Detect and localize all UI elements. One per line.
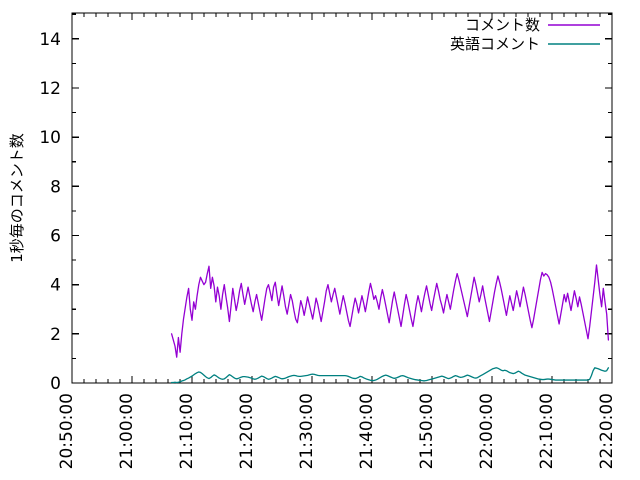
x-tick-label: 20:50:00 xyxy=(57,393,77,469)
y-tick-label: 12 xyxy=(39,79,61,99)
series-line-comment-count xyxy=(170,264,610,358)
y-tick-label: 6 xyxy=(50,226,61,246)
y-axis-title: 1秒毎のコメント数 xyxy=(8,133,26,263)
plot-frame xyxy=(71,12,613,384)
x-tick-label: 21:50:00 xyxy=(417,393,437,469)
y-tick-label: 10 xyxy=(39,128,61,148)
y-tick-label: 4 xyxy=(50,276,61,296)
x-tick-label: 21:20:00 xyxy=(237,393,257,469)
x-tick-label: 21:00:00 xyxy=(117,393,137,469)
legend-label-0: コメント数 xyxy=(465,16,540,34)
x-tick-label: 22:00:00 xyxy=(477,393,497,469)
x-tick-label: 21:30:00 xyxy=(297,393,317,469)
y-tick-label: 8 xyxy=(50,177,61,197)
x-tick-label: 22:10:00 xyxy=(537,393,557,469)
x-tick-label: 22:20:00 xyxy=(597,393,617,469)
series-line-english-comment xyxy=(170,367,610,384)
y-tick-label: 0 xyxy=(50,374,61,394)
y-tick-label: 2 xyxy=(50,325,61,345)
x-tick-label: 21:40:00 xyxy=(357,393,377,469)
x-tick-label: 21:10:00 xyxy=(177,393,197,469)
y-tick-label: 14 xyxy=(39,30,61,50)
legend-label-1: 英語コメント xyxy=(450,35,540,53)
